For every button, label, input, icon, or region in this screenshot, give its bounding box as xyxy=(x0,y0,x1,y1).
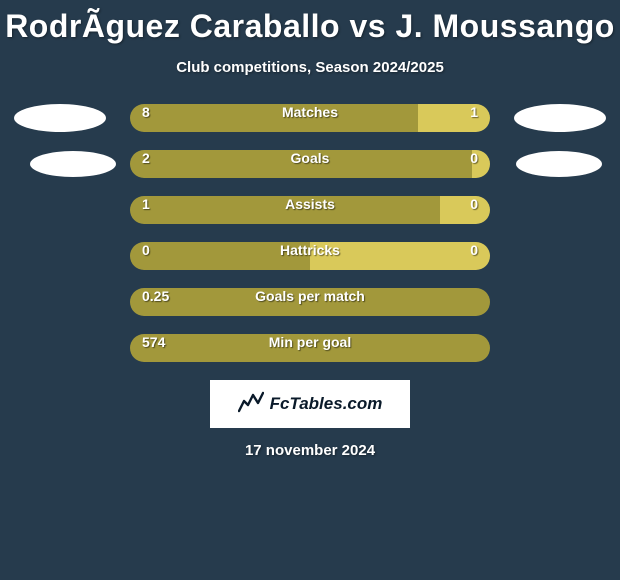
logo-text: FcTables.com xyxy=(270,394,383,414)
stat-label: Hattricks xyxy=(280,242,340,258)
stat-value-left: 2 xyxy=(142,150,150,166)
stat-row: 0.25 Goals per match xyxy=(0,288,620,316)
stat-row: 2 0 Goals xyxy=(0,150,620,178)
stat-value-left: 1 xyxy=(142,196,150,212)
stat-row: 0 0 Hattricks xyxy=(0,242,620,270)
player-avatar-right xyxy=(514,104,606,132)
stat-bar: 8 1 Matches xyxy=(130,104,490,132)
stat-label: Goals per match xyxy=(255,288,365,304)
stat-value-left: 0.25 xyxy=(142,288,169,304)
stat-bar-right xyxy=(418,104,490,132)
stat-bar: 2 0 Goals xyxy=(130,150,490,178)
stat-value-left: 8 xyxy=(142,104,150,120)
stat-label: Min per goal xyxy=(269,334,351,350)
logo-box: FcTables.com xyxy=(210,380,410,428)
player-avatar-left xyxy=(14,104,106,132)
stat-row: 1 0 Assists xyxy=(0,196,620,224)
stat-row: 574 Min per goal xyxy=(0,334,620,362)
page-title: RodrÃ­guez Caraballo vs J. Moussango xyxy=(0,0,620,45)
player-avatar-right xyxy=(516,151,602,177)
stat-bar: 0.25 Goals per match xyxy=(130,288,490,316)
stat-row: 8 1 Matches xyxy=(0,104,620,132)
logo-icon xyxy=(238,391,264,418)
stat-label: Matches xyxy=(282,104,338,120)
stat-value-left: 574 xyxy=(142,334,165,350)
stat-bar-left xyxy=(130,104,418,132)
stat-value-right: 0 xyxy=(470,196,478,212)
stat-value-right: 0 xyxy=(470,150,478,166)
stat-bar-right xyxy=(440,196,490,224)
comparison-chart: 8 1 Matches 2 0 Goals 1 0 Assists 0 0 Hattricks 0.25… xyxy=(0,104,620,362)
player-avatar-left xyxy=(30,151,116,177)
stat-label: Goals xyxy=(291,150,330,166)
stat-bar: 1 0 Assists xyxy=(130,196,490,224)
date-label: 17 november 2024 xyxy=(0,442,620,459)
subtitle: Club competitions, Season 2024/2025 xyxy=(0,59,620,76)
stat-bar: 574 Min per goal xyxy=(130,334,490,362)
stat-bar: 0 0 Hattricks xyxy=(130,242,490,270)
stat-value-right: 1 xyxy=(470,104,478,120)
stat-value-right: 0 xyxy=(470,242,478,258)
stat-value-left: 0 xyxy=(142,242,150,258)
stat-label: Assists xyxy=(285,196,335,212)
